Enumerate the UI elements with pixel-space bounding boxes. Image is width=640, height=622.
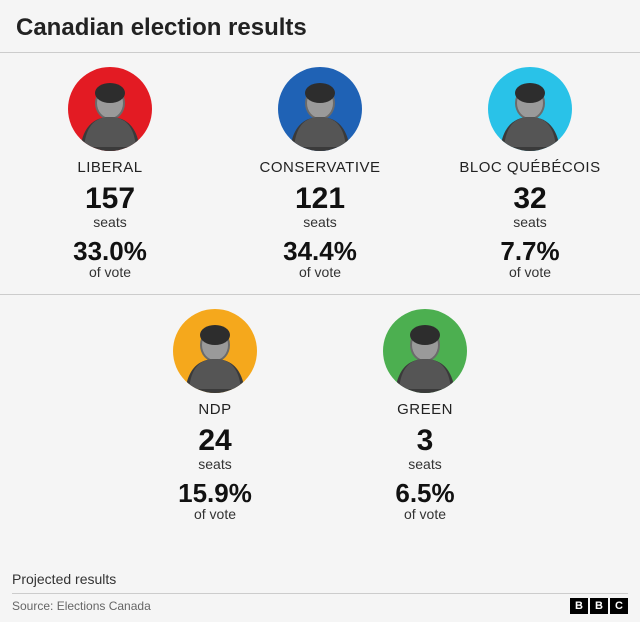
- vote-percent: 15.9%: [110, 480, 320, 506]
- vote-percent: 34.4%: [215, 238, 425, 264]
- vote-label: of vote: [215, 264, 425, 280]
- election-results-infographic: Canadian election results LIBERAL 157 se…: [0, 0, 640, 622]
- bbc-b2: B: [590, 598, 608, 614]
- vote-label: of vote: [320, 506, 530, 522]
- party-cell: CONSERVATIVE 121 seats 34.4% of vote: [215, 53, 425, 294]
- seats-count: 157: [5, 184, 215, 214]
- leader-avatar: [278, 67, 362, 151]
- party-name: NDP: [110, 401, 320, 418]
- bbc-logo: B B C: [570, 598, 628, 614]
- party-name: GREEN: [320, 401, 530, 418]
- leader-avatar: [173, 309, 257, 393]
- seats-label: seats: [110, 456, 320, 472]
- party-cell: GREEN 3 seats 6.5% of vote: [320, 295, 530, 536]
- bbc-b1: B: [570, 598, 588, 614]
- leader-avatar: [488, 67, 572, 151]
- seats-label: seats: [320, 456, 530, 472]
- source-label: Source: Elections Canada: [12, 599, 151, 613]
- party-cell: LIBERAL 157 seats 33.0% of vote: [5, 53, 215, 294]
- bbc-c: C: [610, 598, 628, 614]
- seats-count: 32: [425, 184, 635, 214]
- party-cell: NDP 24 seats 15.9% of vote: [110, 295, 320, 536]
- leader-avatar: [68, 67, 152, 151]
- page-title: Canadian election results: [0, 0, 640, 52]
- seats-count: 24: [110, 426, 320, 456]
- footer: Projected results Source: Elections Cana…: [0, 565, 640, 622]
- party-name: LIBERAL: [5, 159, 215, 176]
- vote-label: of vote: [425, 264, 635, 280]
- vote-label: of vote: [5, 264, 215, 280]
- row-bottom: NDP 24 seats 15.9% of vote GREEN 3 seats…: [0, 294, 640, 536]
- seats-label: seats: [215, 214, 425, 230]
- party-name: CONSERVATIVE: [215, 159, 425, 176]
- party-name: BLOC QUÉBÉCOIS: [425, 159, 635, 176]
- vote-percent: 33.0%: [5, 238, 215, 264]
- seats-label: seats: [5, 214, 215, 230]
- party-cell: BLOC QUÉBÉCOIS 32 seats 7.7% of vote: [425, 53, 635, 294]
- leader-avatar: [383, 309, 467, 393]
- seats-label: seats: [425, 214, 635, 230]
- projected-label: Projected results: [12, 571, 628, 594]
- seats-count: 121: [215, 184, 425, 214]
- seats-count: 3: [320, 426, 530, 456]
- vote-label: of vote: [110, 506, 320, 522]
- vote-percent: 7.7%: [425, 238, 635, 264]
- vote-percent: 6.5%: [320, 480, 530, 506]
- row-top: LIBERAL 157 seats 33.0% of vote CONSERVA…: [0, 52, 640, 294]
